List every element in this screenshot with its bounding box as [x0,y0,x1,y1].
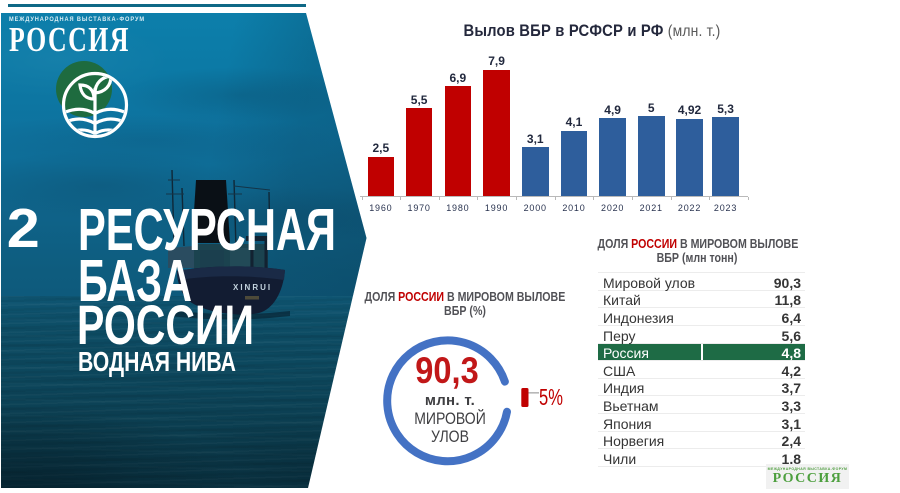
svg-text:XINRUI: XINRUI [233,283,272,292]
